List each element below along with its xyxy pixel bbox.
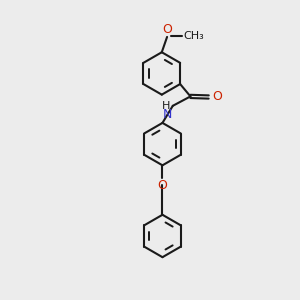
Text: O: O [212, 91, 222, 103]
Text: O: O [158, 179, 167, 192]
Text: N: N [163, 108, 172, 121]
Text: H: H [162, 101, 170, 111]
Text: CH₃: CH₃ [184, 31, 204, 41]
Text: O: O [162, 23, 172, 36]
